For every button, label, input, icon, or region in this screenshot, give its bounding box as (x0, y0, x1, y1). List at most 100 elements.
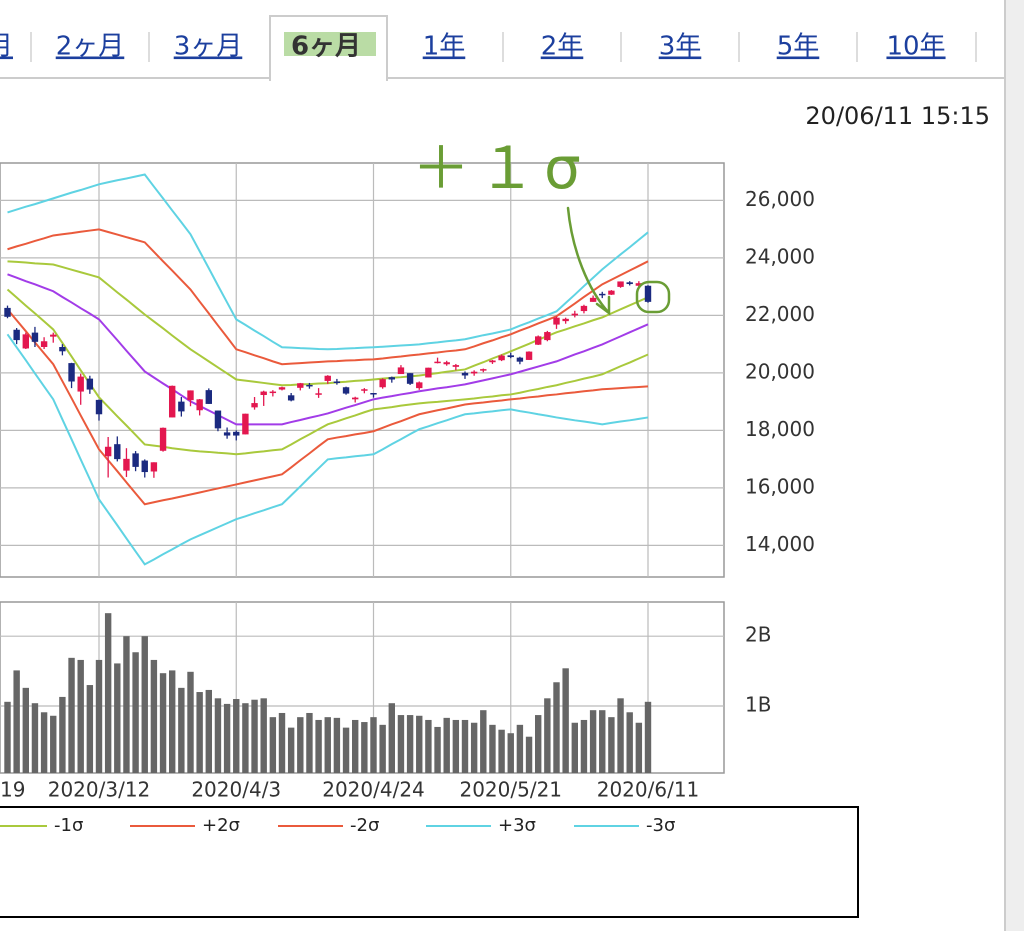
candle-body (260, 391, 267, 396)
y2-tick-label: 2B (745, 623, 771, 647)
volume-bar (416, 715, 423, 773)
candle-body (352, 397, 359, 400)
legend-label: -3σ (646, 815, 675, 836)
x-tick-label: 2020/6/11 (597, 778, 700, 802)
y-tick-label: 24,000 (745, 244, 815, 268)
candle-body (443, 362, 450, 365)
candle-body (461, 372, 469, 376)
candle-body (388, 377, 395, 380)
tab[interactable]: 5年 (777, 32, 820, 62)
volume-bar (278, 712, 286, 773)
band-line (6, 288, 649, 456)
volume-bar (324, 717, 331, 773)
volume-bar (544, 698, 551, 773)
tab[interactable]: 月 (0, 32, 13, 62)
volume-bar (233, 699, 240, 773)
y-tick-label: 20,000 (745, 359, 815, 383)
volume-bar (150, 659, 158, 773)
volume-bar (452, 719, 460, 773)
candle-body (333, 381, 341, 383)
volume-bar (397, 715, 405, 773)
volume-bar (626, 712, 633, 773)
candle-body (452, 365, 460, 367)
annotation-circle (635, 280, 671, 314)
candle-body (77, 376, 84, 392)
volume-bar (104, 613, 112, 773)
volume-bar (178, 687, 185, 773)
tab[interactable]: 3ヶ月 (174, 32, 243, 62)
tab[interactable]: 3年 (659, 32, 702, 62)
volume-bar (40, 712, 48, 773)
volume-bars (4, 613, 652, 773)
band-line (7, 273, 649, 426)
volume-bar (434, 726, 441, 773)
volume-bar (95, 659, 103, 773)
volume-bar (159, 673, 167, 773)
annotation: ＋１σ (412, 134, 589, 202)
candle-body (123, 458, 130, 471)
candle-body (434, 361, 441, 364)
volume-bar (13, 670, 20, 773)
y2-tick-label: 1B (745, 692, 771, 716)
candle-body (361, 389, 368, 391)
volume-bar (516, 724, 524, 773)
tab[interactable]: 6ヶ月 (291, 32, 361, 62)
volume-bar (297, 717, 304, 773)
volume-bar (86, 685, 94, 773)
tab[interactable]: 2ヶ月 (56, 32, 125, 62)
candle-body (535, 336, 542, 345)
tab[interactable]: 2年 (541, 32, 584, 62)
candle-body (233, 431, 240, 436)
tab[interactable]: 10年 (886, 32, 945, 62)
candle-body (178, 401, 185, 412)
candle-body (223, 432, 231, 436)
volume-bar (50, 715, 57, 773)
candle-body (599, 293, 606, 296)
volume-bar (370, 717, 377, 773)
volume-bar (589, 710, 597, 773)
volume-bar (31, 703, 39, 773)
grid (0, 163, 724, 773)
candle-body (498, 355, 505, 361)
volume-bar (114, 663, 121, 773)
candle-body (187, 390, 194, 401)
candle-body (141, 460, 148, 473)
legend-label: -2σ (350, 815, 379, 836)
candle-body (214, 410, 222, 429)
candle-body (306, 384, 313, 387)
legend: -1σ +2σ -2σ +3σ -3σ (0, 815, 675, 836)
volume-bar (77, 659, 84, 773)
y-tick-label: 18,000 (745, 417, 815, 441)
volume-bar (196, 692, 203, 773)
annotation-arrow (566, 206, 611, 316)
candle-body (635, 283, 643, 286)
candle-body (251, 403, 258, 408)
side-gutter (1005, 0, 1024, 931)
volume-bar (315, 719, 322, 773)
candle-body (589, 297, 597, 302)
band-line (6, 308, 649, 506)
tab[interactable]: 1年 (423, 32, 466, 62)
candle-body (626, 282, 633, 285)
candles (4, 281, 652, 478)
candle-body (553, 317, 560, 325)
volume-bar (123, 636, 130, 773)
candle-body (159, 427, 167, 451)
candle-body (480, 369, 487, 371)
candle-body (169, 385, 176, 418)
volume-bar (379, 724, 386, 773)
volume-bar (535, 715, 542, 773)
candle-body (608, 290, 615, 295)
volume-bar (260, 698, 267, 773)
volume-bar (22, 687, 29, 773)
volume-bar (617, 698, 624, 773)
candle-body (324, 375, 331, 381)
candle-body (68, 363, 75, 382)
volume-bar (553, 682, 560, 773)
volume-bar (132, 652, 139, 773)
candle-body (379, 379, 386, 388)
volume-bar (223, 703, 231, 773)
candle-body (644, 285, 652, 302)
tab-bar: 月 2ヶ月 3ヶ月 6ヶ月 1年 2年 3年 5年 10年 (0, 32, 977, 62)
